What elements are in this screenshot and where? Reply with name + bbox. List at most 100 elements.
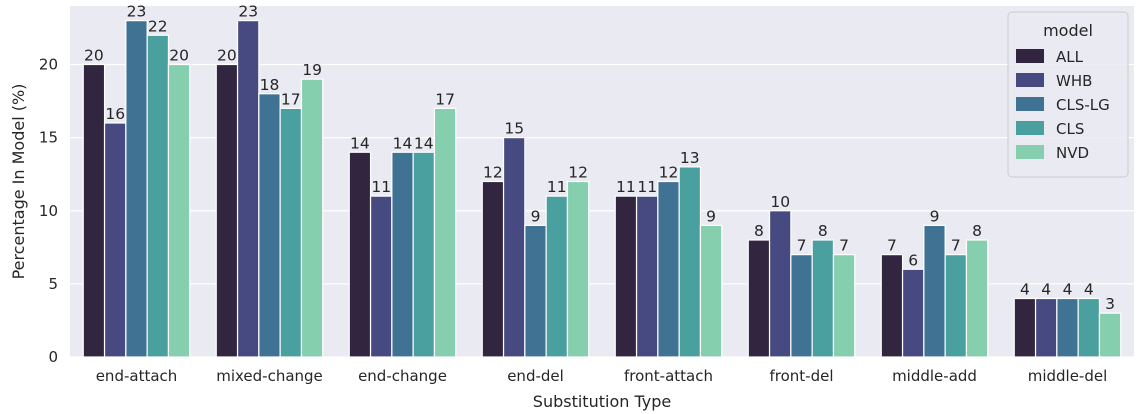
legend-items: ALL WHB CLS-LG CLS NVD: [1016, 48, 1110, 162]
data-label: 8: [818, 222, 828, 240]
bar: [412, 151, 436, 358]
bars: [82, 20, 1122, 358]
bar: [880, 254, 904, 358]
data-label: 14: [414, 134, 434, 152]
data-label: 12: [483, 164, 503, 182]
bar: [790, 254, 813, 358]
x-tick-label: end-del: [507, 367, 564, 385]
bar: [545, 195, 569, 358]
data-label: 20: [217, 47, 237, 65]
bar: [348, 151, 372, 358]
data-label: 12: [659, 164, 679, 182]
data-label: 14: [350, 134, 370, 152]
y-tick-label: 0: [48, 348, 58, 366]
bar: [236, 20, 260, 358]
data-label: 4: [1020, 281, 1030, 299]
legend: model ALL WHB CLS-LG CLS NVD: [1007, 11, 1129, 178]
bar: [699, 224, 723, 358]
data-label: 7: [951, 237, 961, 255]
legend-label: CLS-LG: [1056, 96, 1110, 114]
data-label: 9: [531, 207, 541, 225]
data-label: 14: [393, 134, 413, 152]
bar: [944, 254, 968, 358]
y-axis-label: Percentage In Model (%): [9, 84, 28, 280]
x-tick-label: end-change: [358, 367, 447, 385]
bar: [635, 195, 659, 358]
data-label: 3: [1105, 295, 1115, 313]
data-label: 8: [972, 222, 982, 240]
bar: [747, 239, 771, 358]
data-label: 11: [371, 178, 391, 196]
legend-swatch: [1016, 145, 1044, 159]
bar: [1034, 297, 1058, 358]
legend-label: NVD: [1056, 144, 1089, 162]
data-label: 6: [908, 251, 918, 269]
data-label: 11: [637, 178, 657, 196]
bar: [369, 195, 393, 358]
bar: [524, 224, 547, 358]
x-tick-label: front-del: [769, 367, 833, 385]
x-axis-ticks: end-attach mixed-change end-change end-del f…: [96, 367, 1108, 385]
bar: [657, 180, 680, 358]
legend-label: WHB: [1056, 72, 1092, 90]
data-label: 8: [754, 222, 764, 240]
bar: [614, 195, 638, 358]
data-label: 7: [887, 237, 897, 255]
x-tick-label: front-attach: [624, 367, 713, 385]
data-label: 20: [84, 47, 104, 65]
x-axis-label: Substitution Type: [533, 392, 671, 411]
x-tick-label: middle-add: [892, 367, 977, 385]
bar: [811, 239, 835, 358]
data-label: 9: [706, 207, 716, 225]
bar: [678, 166, 702, 358]
data-label: 17: [435, 90, 455, 108]
data-label: 20: [169, 47, 189, 65]
bar: [258, 93, 281, 358]
data-label: 19: [302, 61, 322, 79]
bar: [300, 78, 324, 358]
bar: [901, 268, 925, 358]
data-label: 9: [930, 207, 940, 225]
y-tick-label: 5: [48, 275, 58, 293]
bar: [832, 254, 856, 358]
data-label: 7: [839, 237, 849, 255]
data-label: 4: [1063, 281, 1073, 299]
bar: [82, 63, 106, 358]
x-tick-label: middle-del: [1028, 367, 1108, 385]
data-label: 10: [770, 193, 790, 211]
bar: [1077, 297, 1101, 358]
bar: [1013, 297, 1037, 358]
bar: [566, 180, 590, 358]
bar: [502, 137, 526, 358]
y-tick-label: 20: [39, 56, 58, 74]
bar: [167, 63, 191, 358]
bar: [146, 34, 170, 358]
bar: [481, 180, 505, 358]
data-label: 16: [105, 105, 125, 123]
x-tick-label: end-attach: [96, 367, 178, 385]
data-label: 18: [260, 76, 280, 94]
bar: [433, 107, 457, 358]
legend-label: CLS: [1056, 120, 1084, 138]
bar: [923, 224, 946, 358]
bar: [215, 63, 239, 358]
data-label: 22: [148, 17, 168, 35]
legend-swatch: [1016, 121, 1044, 135]
data-label: 12: [568, 164, 588, 182]
legend-label: ALL: [1056, 48, 1084, 66]
data-label: 17: [281, 90, 301, 108]
data-label: 11: [547, 178, 567, 196]
legend-swatch: [1016, 73, 1044, 87]
data-label: 7: [797, 237, 807, 255]
data-label: 23: [238, 3, 258, 21]
y-axis-ticks: 0 5 10 15 20: [39, 56, 58, 367]
bar: [1098, 312, 1122, 358]
bar: [103, 122, 127, 358]
bar: [279, 107, 303, 358]
bar: [768, 210, 792, 358]
bar: [125, 20, 148, 358]
bar: [1056, 297, 1079, 358]
legend-swatch: [1016, 97, 1044, 111]
